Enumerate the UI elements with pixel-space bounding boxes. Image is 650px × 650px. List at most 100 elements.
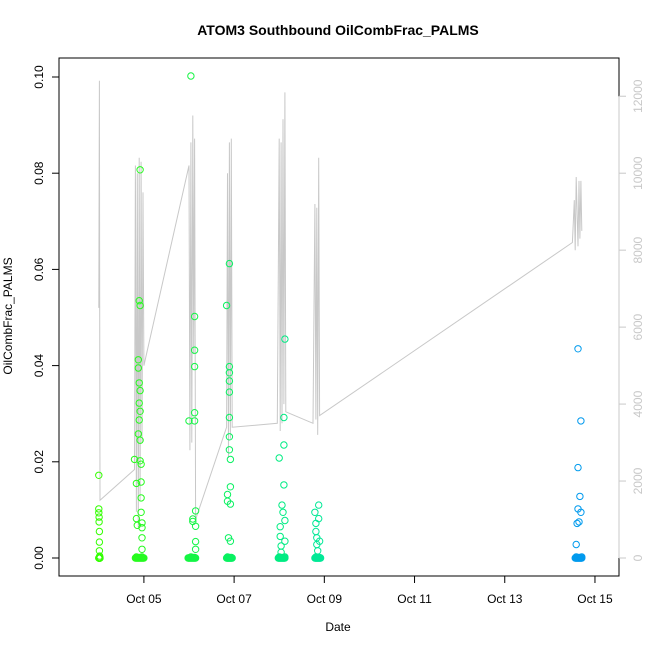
y-tick-label: 0.02	[32, 450, 46, 474]
x-tick-label: Oct 07	[216, 592, 252, 606]
y-tick-label: 0.04	[32, 354, 46, 378]
data-point	[137, 460, 145, 468]
data-point	[315, 501, 323, 509]
data-point	[190, 409, 199, 417]
data-point	[136, 301, 144, 310]
data-point	[95, 527, 104, 536]
x-tick-label: Oct 15	[577, 592, 613, 606]
data-point	[137, 508, 145, 516]
data-point	[225, 413, 234, 422]
x-tick-label: Oct 09	[307, 592, 343, 606]
data-point	[140, 554, 148, 562]
y-tick-label: 0.00	[32, 546, 46, 570]
data-point	[135, 399, 143, 407]
data-point	[280, 441, 288, 449]
data-point	[136, 166, 144, 174]
data-point	[312, 527, 320, 536]
y2-tick-label: 8000	[631, 236, 645, 263]
data-point	[572, 540, 580, 549]
data-point	[191, 554, 200, 562]
data-point	[281, 516, 289, 525]
data-point	[276, 532, 284, 541]
data-point	[576, 492, 584, 501]
y2-tick-label: 2000	[631, 467, 645, 494]
x-tick-label: Oct 13	[487, 592, 523, 606]
data-point	[190, 312, 199, 321]
data-point	[279, 508, 287, 516]
data-point	[281, 537, 289, 545]
data-point	[312, 519, 320, 528]
x-axis: Oct 05 Oct 07 Oct 09 Oct 11 Oct 13 Oct 15	[126, 575, 613, 606]
data-point	[225, 259, 234, 268]
data-point	[575, 518, 583, 526]
data-point	[95, 509, 103, 517]
data-point	[281, 554, 289, 562]
data-point	[226, 500, 235, 508]
y-axis-label: OilCombFrac_PALMS	[1, 257, 15, 374]
data-point	[190, 362, 199, 371]
data-point	[134, 356, 143, 364]
data-point	[132, 479, 141, 488]
data-point	[225, 369, 234, 377]
data-point	[577, 508, 585, 516]
data-point	[95, 513, 103, 521]
data-point	[314, 547, 322, 555]
data-point	[135, 379, 143, 387]
data-point	[191, 507, 200, 515]
y-tick-label: 0.06	[32, 257, 46, 281]
data-point	[134, 364, 143, 372]
data-point	[280, 481, 288, 489]
data-point	[315, 537, 324, 545]
data-point	[275, 454, 283, 462]
data-point	[136, 407, 144, 415]
data-point	[136, 436, 144, 444]
y-tick-label: 0.10	[32, 65, 46, 89]
data-point	[95, 505, 103, 513]
y2-tick-label: 6000	[631, 313, 645, 340]
data-point	[190, 417, 199, 425]
scatter-points	[95, 72, 586, 562]
data-point	[226, 483, 235, 491]
data-point	[225, 433, 234, 441]
data-point	[573, 519, 581, 528]
data-point	[276, 523, 284, 531]
data-point	[578, 554, 586, 562]
data-point	[577, 417, 585, 425]
data-point	[191, 537, 200, 546]
y-tick-label: 0.08	[32, 161, 46, 185]
x-tick-label: Oct 05	[126, 592, 162, 606]
data-point	[574, 463, 582, 472]
data-point	[316, 554, 325, 562]
data-point	[226, 537, 235, 545]
data-point	[223, 490, 232, 499]
x-tick-label: Oct 11	[397, 592, 432, 606]
y2-series-line	[98, 80, 583, 528]
data-point	[190, 346, 199, 354]
data-point	[137, 478, 145, 486]
y2-tick-label: 10000	[631, 156, 645, 190]
data-point	[130, 455, 139, 464]
data-point	[191, 522, 200, 530]
data-point	[137, 494, 145, 502]
data-point	[185, 417, 193, 425]
data-point	[228, 554, 236, 562]
y2-line-series	[98, 80, 583, 528]
data-point	[225, 446, 234, 454]
chart-title: ATOM3 Southbound OilCombFrac_PALMS	[197, 22, 479, 38]
x-axis-label: Date	[325, 620, 351, 634]
data-point	[191, 545, 200, 553]
data-point	[315, 514, 323, 523]
y2-tick-label: 12000	[631, 79, 645, 113]
data-point	[95, 538, 104, 546]
data-point	[138, 534, 146, 542]
data-point	[226, 455, 235, 464]
data-point	[225, 388, 234, 396]
data-point	[138, 545, 146, 553]
data-point	[95, 518, 103, 526]
data-point	[135, 416, 143, 424]
data-point	[138, 524, 146, 532]
data-point	[189, 515, 197, 523]
data-point	[136, 386, 144, 395]
data-point	[136, 457, 144, 465]
